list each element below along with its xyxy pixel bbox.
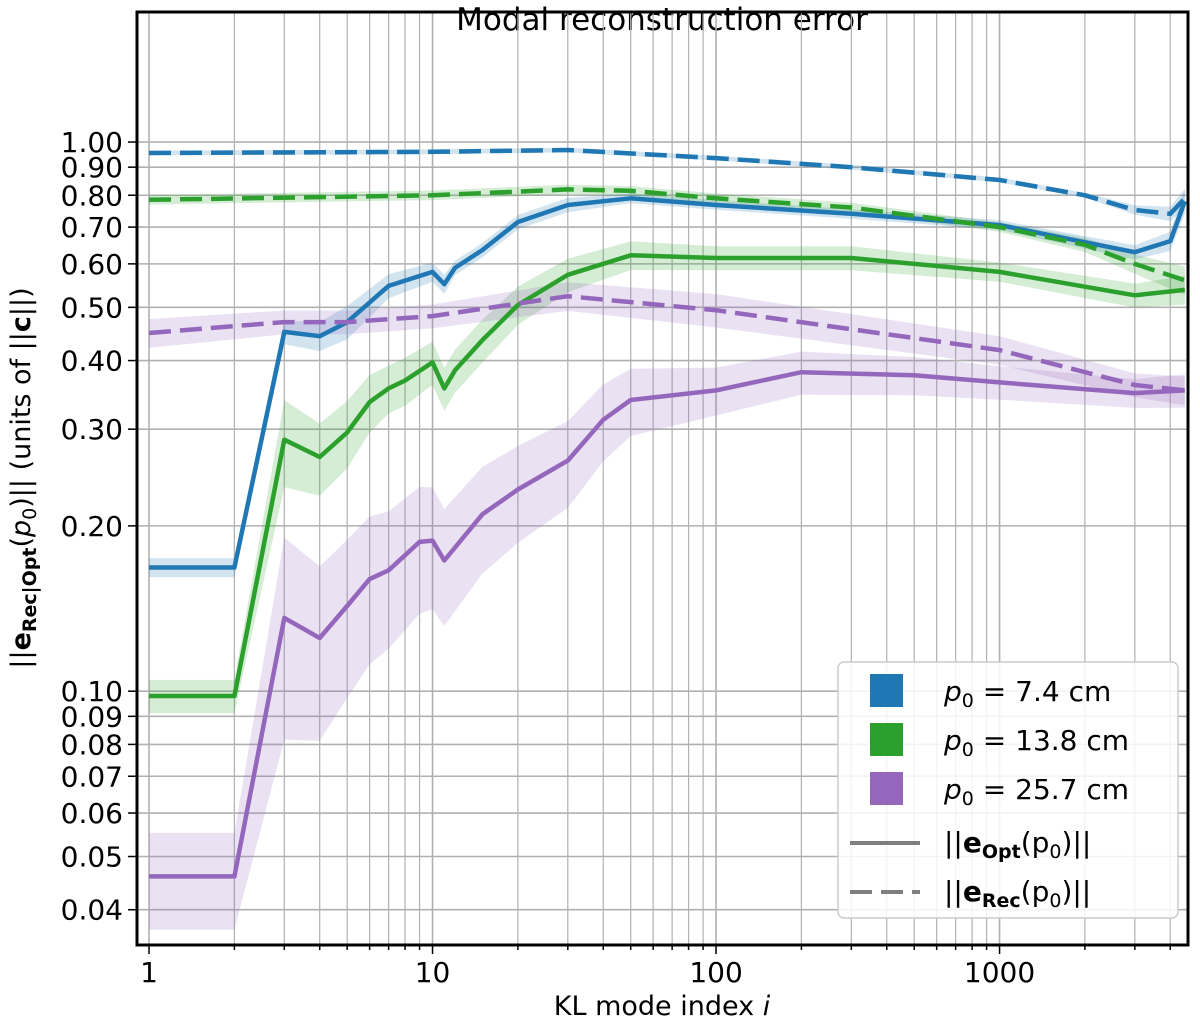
x-tick-label: 10 bbox=[415, 956, 451, 989]
x-tick-label: 1 bbox=[140, 956, 158, 989]
chart-title: Modal reconstruction error bbox=[456, 2, 868, 38]
legend-swatch-green bbox=[870, 723, 903, 756]
y-axis-label: ||eRec|Opt(p0)|| (units of ||c||) bbox=[6, 287, 41, 668]
legend-item-p0-13.8: p0 = 13.8 cm bbox=[870, 723, 1129, 761]
y-tick-label: 1.00 bbox=[61, 126, 123, 159]
y-tick-label: 0.70 bbox=[61, 211, 123, 244]
series-line-dashed bbox=[148, 187, 1186, 283]
legend-label: p0 = 25.7 cm bbox=[943, 773, 1129, 810]
y-tick-label: 0.08 bbox=[61, 728, 123, 761]
y-tick-label: 0.40 bbox=[61, 345, 123, 378]
legend-item-opt: ||eOpt(p0)|| bbox=[850, 826, 1091, 863]
series-line-solid bbox=[149, 369, 1185, 879]
y-tick-label: 0.20 bbox=[61, 510, 123, 543]
confidence-bands bbox=[149, 147, 1185, 930]
legend-label: p0 = 13.8 cm bbox=[943, 724, 1129, 761]
y-tick-label: 0.07 bbox=[61, 760, 123, 793]
y-tick-label: 0.09 bbox=[61, 700, 123, 733]
y-tick-label: 0.04 bbox=[61, 894, 123, 927]
confidence-band bbox=[149, 184, 1185, 296]
confidence-band bbox=[149, 189, 1185, 578]
legend-item-p0-25.7: p0 = 25.7 cm bbox=[870, 772, 1129, 810]
x-axis-label: KL mode index i bbox=[554, 991, 771, 1022]
legend-label: ||eOpt(p0)|| bbox=[944, 826, 1091, 863]
confidence-band bbox=[149, 241, 1185, 714]
x-tick-label: 100 bbox=[689, 956, 742, 989]
confidence-band bbox=[149, 351, 1185, 930]
series-line-solid bbox=[149, 253, 1186, 699]
confidence-band bbox=[149, 282, 1185, 406]
series-lines bbox=[148, 147, 1187, 879]
series-line-dashed bbox=[148, 293, 1186, 393]
legend: p0 = 7.4 cm p0 = 13.8 cm p0 = 25.7 cm ||… bbox=[837, 661, 1179, 919]
legend-box bbox=[837, 661, 1179, 919]
y-tick-label: 0.05 bbox=[61, 841, 123, 874]
legend-item-p0-7.4: p0 = 7.4 cm bbox=[870, 674, 1111, 712]
y-tick-label: 0.80 bbox=[61, 179, 123, 212]
y-tick-label: 0.06 bbox=[61, 797, 123, 830]
y-tick-label: 0.90 bbox=[61, 151, 123, 184]
legend-swatch-purple bbox=[870, 772, 903, 805]
y-tick-label: 0.60 bbox=[61, 248, 123, 281]
y-tick-label: 0.30 bbox=[61, 413, 123, 446]
legend-label: ||eRec(p0)|| bbox=[944, 875, 1091, 912]
legend-item-rec: ||eRec(p0)|| bbox=[850, 875, 1091, 912]
legend-label: p0 = 7.4 cm bbox=[943, 675, 1111, 712]
y-tick-label: 0.50 bbox=[61, 291, 123, 324]
y-tick-label: 0.10 bbox=[61, 675, 123, 708]
x-tick-label: 1000 bbox=[964, 956, 1035, 989]
series-line-dashed bbox=[148, 147, 1187, 217]
plot-frame bbox=[135, 10, 1190, 947]
ticks: 1 10 100 1000 1.000.900.800.70 0.60 0.50 0.40 0.… bbox=[61, 126, 1172, 989]
legend-swatch-blue bbox=[870, 674, 903, 707]
